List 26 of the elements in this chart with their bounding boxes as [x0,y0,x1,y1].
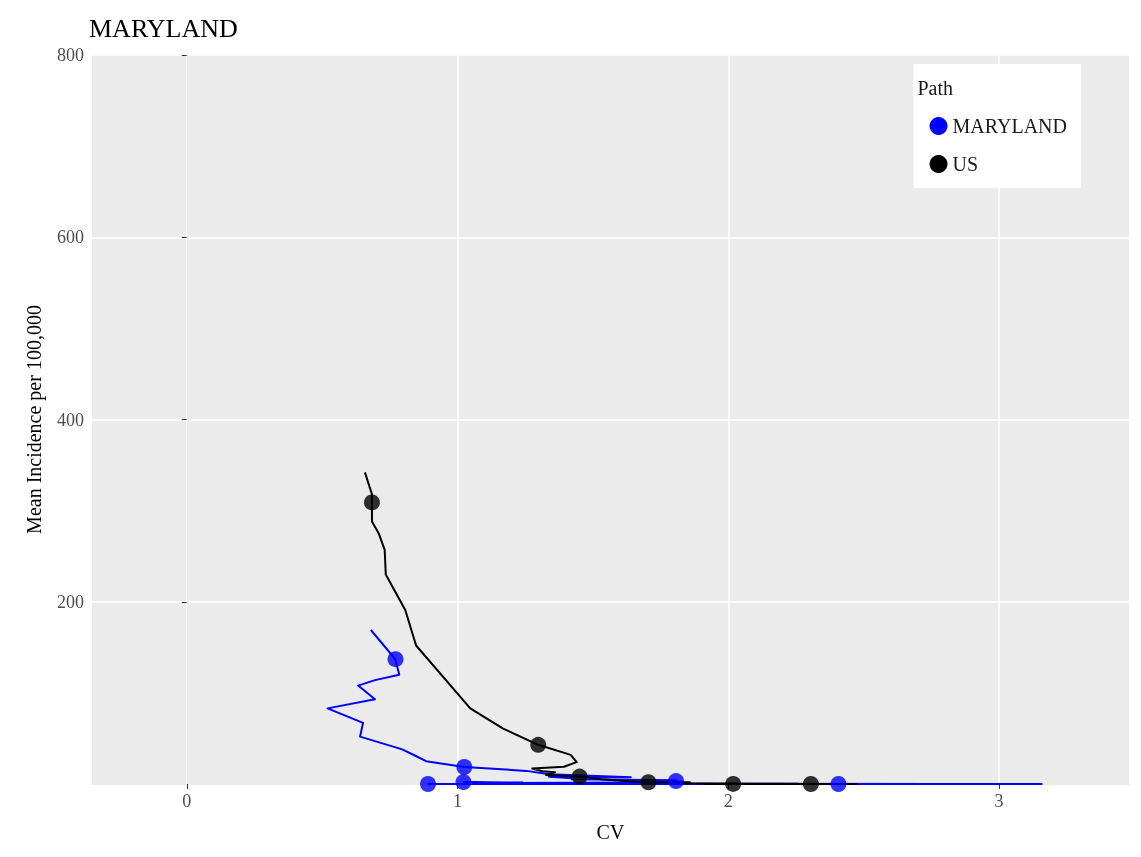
point [640,774,657,791]
y-tick-label: 600 [57,227,84,248]
chart-title: MARYLAND [89,13,238,43]
x-tick-label: 1 [453,791,463,811]
point [802,775,819,792]
point [668,773,685,790]
x-tick-label: 3 [994,791,1004,811]
y-axis-title: Mean Incidence per 100,000 [23,305,46,534]
point [456,759,473,776]
legend-title: Path [917,77,954,99]
legend-label: MARYLAND [952,115,1067,137]
y-tick-label: 400 [57,409,84,430]
point [571,768,588,785]
x-tick-label: 2 [723,791,733,811]
legend-label: US [952,153,979,175]
point [387,651,404,668]
point [725,775,742,792]
x-tick-label: 0 [182,791,192,811]
y-tick-label: 800 [57,45,84,65]
y-tick-label: 200 [57,591,84,612]
point [530,736,547,753]
point [455,774,472,791]
point [420,775,437,792]
point [363,494,380,511]
point [830,775,847,792]
x-axis-title: CV [596,821,625,843]
